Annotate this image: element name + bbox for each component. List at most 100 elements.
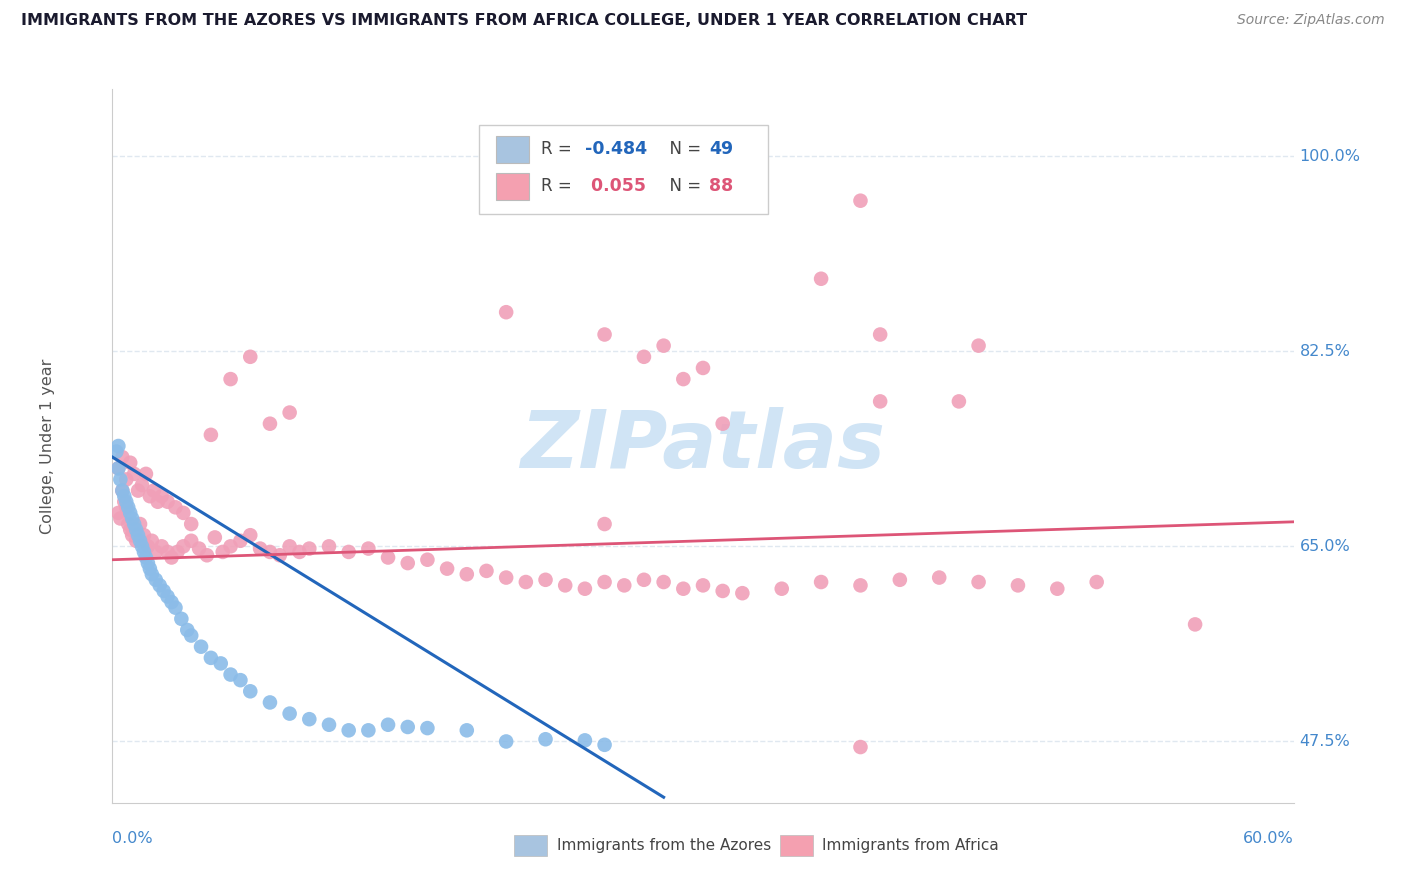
Point	[135, 467, 157, 481]
Point	[259, 417, 281, 431]
Point	[150, 539, 173, 553]
Point	[209, 657, 232, 671]
Point	[139, 562, 162, 576]
Point	[593, 575, 616, 590]
Point	[107, 461, 129, 475]
Point	[129, 517, 152, 532]
Point	[219, 539, 242, 553]
Point	[298, 712, 321, 726]
FancyBboxPatch shape	[478, 125, 768, 214]
Point	[121, 511, 143, 525]
Point	[127, 528, 149, 542]
Point	[318, 717, 340, 731]
Point	[136, 539, 159, 553]
Point	[152, 584, 174, 599]
Point	[156, 495, 179, 509]
Point	[219, 667, 242, 681]
Point	[131, 539, 153, 553]
Point	[219, 372, 242, 386]
Point	[278, 539, 301, 553]
Point	[711, 584, 734, 599]
Point	[377, 550, 399, 565]
Point	[120, 456, 142, 470]
Text: 100.0%: 100.0%	[1299, 149, 1361, 163]
Point	[554, 578, 576, 592]
Text: Immigrants from Africa: Immigrants from Africa	[823, 838, 1000, 853]
Point	[416, 721, 439, 735]
Point	[456, 567, 478, 582]
Point	[166, 545, 188, 559]
Point	[593, 738, 616, 752]
Point	[849, 578, 872, 592]
Point	[170, 612, 193, 626]
FancyBboxPatch shape	[496, 173, 530, 200]
Text: 60.0%: 60.0%	[1243, 831, 1294, 847]
Point	[127, 483, 149, 498]
Point	[889, 573, 911, 587]
Point	[107, 439, 129, 453]
Point	[869, 394, 891, 409]
Point	[239, 684, 262, 698]
Point	[672, 372, 695, 386]
Point	[135, 550, 157, 565]
Text: 88: 88	[709, 178, 733, 195]
Text: Source: ZipAtlas.com: Source: ZipAtlas.com	[1237, 13, 1385, 28]
Point	[141, 533, 163, 548]
Point	[112, 495, 135, 509]
Point	[948, 394, 970, 409]
Point	[132, 545, 155, 559]
Point	[534, 732, 557, 747]
Point	[652, 339, 675, 353]
Point	[967, 339, 990, 353]
Point	[574, 733, 596, 747]
Point	[692, 361, 714, 376]
Point	[139, 489, 162, 503]
Point	[111, 483, 134, 498]
Point	[534, 573, 557, 587]
Text: 82.5%: 82.5%	[1299, 343, 1350, 359]
Point	[967, 575, 990, 590]
Point	[160, 595, 183, 609]
Point	[165, 600, 187, 615]
Point	[110, 511, 132, 525]
Point	[146, 495, 169, 509]
Point	[396, 556, 419, 570]
Point	[115, 500, 138, 515]
Point	[1046, 582, 1069, 596]
Text: N =: N =	[659, 140, 707, 158]
Point	[180, 517, 202, 532]
Point	[692, 578, 714, 592]
Point	[204, 531, 226, 545]
Point	[180, 629, 202, 643]
Point	[456, 723, 478, 738]
Point	[165, 500, 187, 515]
Text: Immigrants from the Azores: Immigrants from the Azores	[557, 838, 770, 853]
Point	[129, 533, 152, 548]
Point	[112, 489, 135, 503]
Point	[180, 533, 202, 548]
Point	[416, 553, 439, 567]
Point	[120, 523, 142, 537]
Point	[200, 651, 222, 665]
Point	[357, 723, 380, 738]
Point	[122, 467, 145, 481]
Point	[125, 523, 148, 537]
Point	[633, 350, 655, 364]
Text: 0.0%: 0.0%	[112, 831, 153, 847]
Point	[107, 461, 129, 475]
Point	[593, 517, 616, 532]
Text: -0.484: -0.484	[585, 140, 647, 158]
Point	[652, 575, 675, 590]
Point	[239, 528, 262, 542]
Point	[278, 406, 301, 420]
Point	[731, 586, 754, 600]
Point	[190, 640, 212, 654]
Point	[200, 428, 222, 442]
Point	[150, 489, 173, 503]
Text: N =: N =	[659, 178, 707, 195]
Point	[125, 533, 148, 548]
Point	[131, 478, 153, 492]
Point	[136, 556, 159, 570]
Text: 0.055: 0.055	[585, 178, 645, 195]
Point	[229, 533, 252, 548]
